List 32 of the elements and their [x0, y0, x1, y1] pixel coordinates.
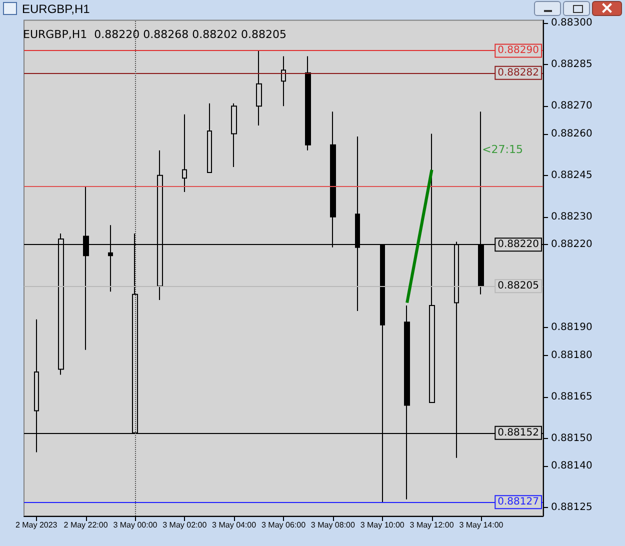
x-tick-label: 3 May 10:00 — [360, 520, 405, 530]
y-tick-label: 0.88150 — [551, 432, 592, 444]
x-tick-label: 3 May 00:00 — [113, 520, 158, 530]
x-tick-label: 3 May 12:00 — [410, 520, 454, 530]
y-tick-label: 0.88285 — [551, 59, 592, 70]
ref-line-label: 0.88220 — [498, 239, 539, 250]
x-tick-label: 3 May 02:00 — [162, 520, 208, 530]
y-tick-label: 0.88300 — [551, 18, 592, 28]
y-tick-label: 0.88140 — [551, 460, 592, 472]
ref-line-label: 0.88282 — [498, 67, 539, 78]
x-tick-label: 3 May 06:00 — [261, 520, 306, 530]
ref-line-label: 0.88290 — [498, 45, 539, 56]
y-tick-label: 0.88165 — [551, 391, 592, 402]
y-tick-label: 0.88190 — [551, 322, 592, 334]
x-tick-label: 3 May 08:00 — [310, 520, 356, 530]
y-tick-label: 0.88230 — [551, 211, 592, 222]
chart-title: EURGBP,H1 — [22, 1, 90, 18]
y-tick-label: 0.88220 — [551, 239, 592, 250]
text: EURGBP,H1 0.88220 0.88268 0.88202 0.88205 — [23, 28, 287, 41]
y-tick-label: 0.88180 — [551, 350, 592, 361]
x-tick-label: 2 May 2023 — [15, 520, 58, 530]
y-tick-label: 0.88270 — [551, 100, 592, 112]
ref-line-label: 0.88205 — [498, 280, 539, 292]
ref-line-label: 0.88127 — [498, 496, 539, 508]
x-tick-label: 3 May 14:00 — [459, 520, 504, 530]
ref-line-label: 0.88152 — [498, 427, 539, 438]
y-tick-label: 0.88245 — [551, 170, 592, 181]
y-tick-label: 0.88125 — [551, 502, 592, 514]
y-tick-label: 0.88260 — [551, 128, 592, 140]
x-tick-label: 3 May 04:00 — [212, 520, 257, 530]
annotation: <27:15 — [482, 143, 524, 156]
x-tick-label: 2 May 22:00 — [64, 520, 108, 530]
